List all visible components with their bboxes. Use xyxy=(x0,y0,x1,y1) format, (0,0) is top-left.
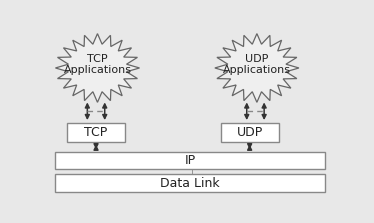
Bar xyxy=(221,123,279,142)
Text: IP: IP xyxy=(185,154,196,167)
Text: Data Link: Data Link xyxy=(160,177,220,190)
Bar xyxy=(55,174,325,192)
Text: TCP
Applications: TCP Applications xyxy=(64,54,132,75)
Text: UDP: UDP xyxy=(236,126,263,139)
Bar xyxy=(67,123,125,142)
Text: TCP: TCP xyxy=(85,126,108,139)
Text: UDP
Applications: UDP Applications xyxy=(223,54,291,75)
Polygon shape xyxy=(55,34,140,102)
Bar xyxy=(55,152,325,169)
Polygon shape xyxy=(215,34,299,102)
